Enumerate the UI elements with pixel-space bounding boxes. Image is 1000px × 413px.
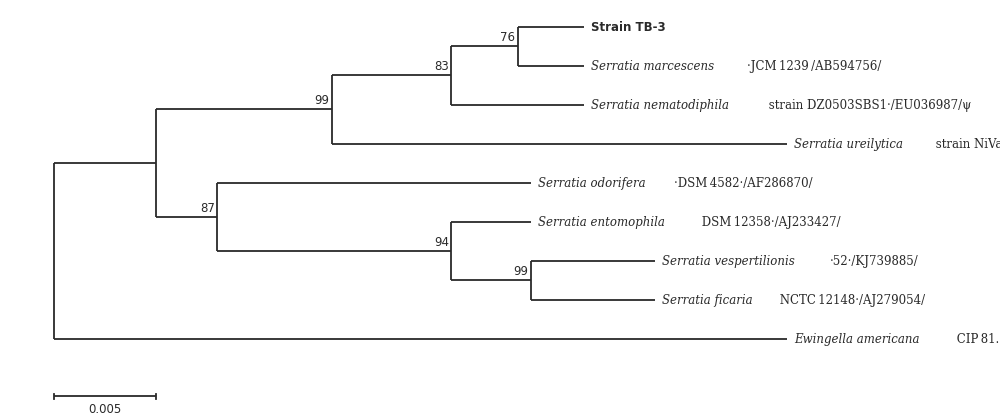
Text: DSM 12358·/AJ233427/: DSM 12358·/AJ233427/: [698, 216, 841, 228]
Text: ·DSM 4582·/AF286870/: ·DSM 4582·/AF286870/: [674, 177, 813, 190]
Text: NCTC 12148·/AJ279054/: NCTC 12148·/AJ279054/: [776, 293, 925, 306]
Text: CIP 81.94·/JN175329/: CIP 81.94·/JN175329/: [953, 332, 1000, 345]
Text: 94: 94: [434, 235, 449, 248]
Text: 99: 99: [513, 264, 528, 278]
Text: Serratia ureilytica: Serratia ureilytica: [794, 138, 903, 151]
Text: ·JCM 1239 /AB594756/: ·JCM 1239 /AB594756/: [747, 60, 881, 73]
Text: strain NiVa 51·/AJ854062/: strain NiVa 51·/AJ854062/: [932, 138, 1000, 151]
Text: 87: 87: [200, 201, 215, 214]
Text: Ewingella americana: Ewingella americana: [794, 332, 919, 345]
Text: Serratia vespertilionis: Serratia vespertilionis: [662, 254, 794, 268]
Text: ·52·/KJ739885/: ·52·/KJ739885/: [829, 254, 918, 268]
Text: 76: 76: [500, 31, 515, 44]
Text: Serratia marcescens: Serratia marcescens: [591, 60, 714, 73]
Text: 99: 99: [315, 94, 330, 107]
Text: Strain TB-3: Strain TB-3: [591, 21, 666, 34]
Text: 0.005: 0.005: [88, 402, 122, 413]
Text: Serratia nematodiphila: Serratia nematodiphila: [591, 99, 729, 112]
Text: Serratia ficaria: Serratia ficaria: [662, 293, 752, 306]
Text: Serratia entomophila: Serratia entomophila: [538, 216, 665, 228]
Text: strain DZ0503SBS1·/EU036987/ψ: strain DZ0503SBS1·/EU036987/ψ: [765, 99, 972, 112]
Text: 83: 83: [434, 60, 449, 73]
Text: Serratia odorifera: Serratia odorifera: [538, 177, 646, 190]
